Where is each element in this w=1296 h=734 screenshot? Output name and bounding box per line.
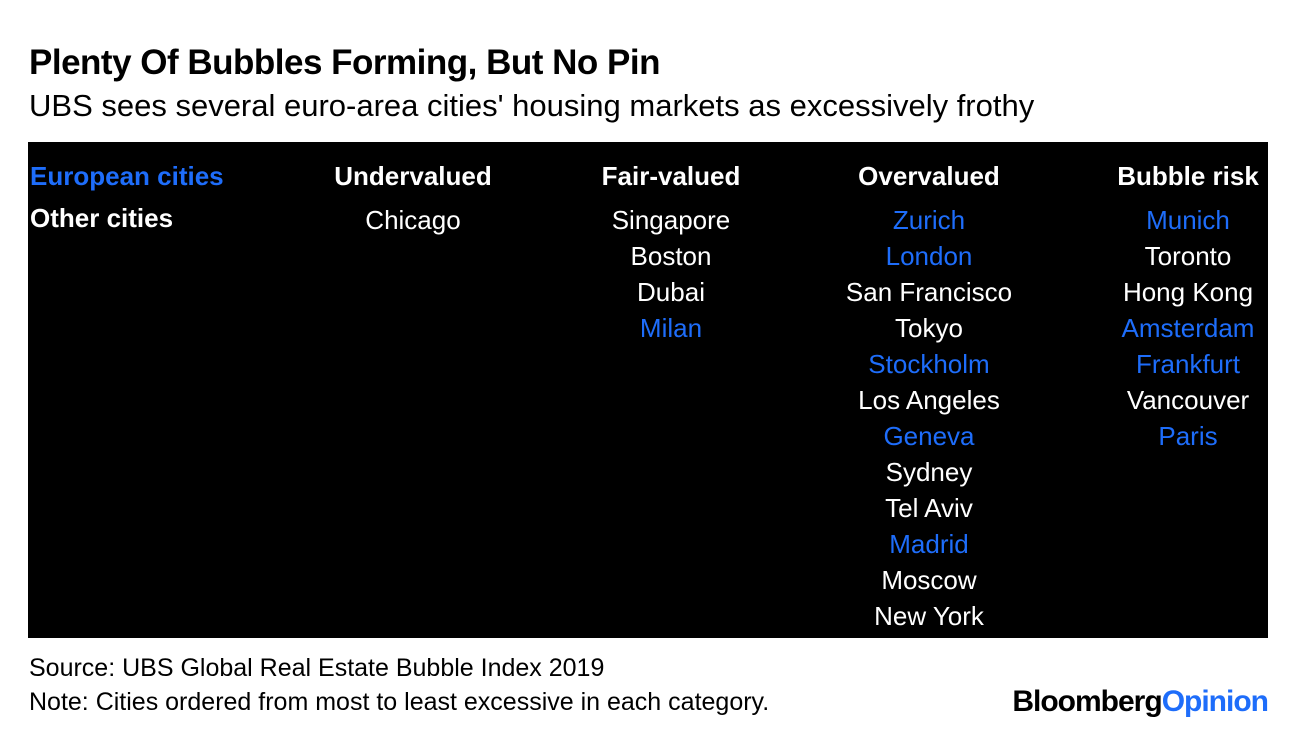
bloomberg-opinion-logo: BloombergOpinion [1012, 685, 1269, 718]
column-undervalued: Undervalued Chicago [293, 160, 533, 238]
city-label: Tokyo [895, 313, 963, 343]
source-note: Source: UBS Global Real Estate Bubble In… [29, 654, 605, 682]
column-header: Undervalued [334, 161, 492, 191]
city-label: Munich [1146, 205, 1230, 235]
city-label: Madrid [889, 529, 969, 559]
city-label: Sydney [885, 457, 973, 487]
city-label: Tel Aviv [885, 493, 973, 523]
city-label: San Francisco [845, 277, 1013, 307]
column-overvalued: Overvalued Zurich London San Francisco Toky… [809, 160, 1049, 634]
city-label: London [885, 241, 973, 271]
city-label: Vancouver [1126, 385, 1250, 415]
city-label: Moscow [881, 565, 977, 595]
city-label: Dubai [637, 277, 705, 307]
city-label: New York [874, 601, 984, 631]
column-header: Overvalued [858, 161, 1000, 191]
valuation-table: European cities Other cities Undervalued… [28, 142, 1268, 638]
column-header: Bubble risk [1117, 161, 1259, 191]
city-label: Zurich [892, 205, 966, 235]
city-label: Toronto [1144, 241, 1232, 271]
column-fair-valued: Fair-valued Singapore Boston Dubai Milan [551, 160, 791, 346]
legend-other-cities: Other cities [30, 203, 174, 233]
footnote: Note: Cities ordered from most to least … [29, 688, 770, 716]
logo-opinion: Opinion [1161, 685, 1269, 718]
city-label: Stockholm [868, 349, 990, 379]
legend-european-cities: European cities [30, 161, 224, 191]
chart-subtitle: UBS sees several euro-area cities' housi… [29, 88, 1035, 123]
city-label: Los Angeles [858, 385, 1000, 415]
city-label: Chicago [365, 205, 461, 235]
city-label: Hong Kong [1122, 277, 1254, 307]
chart-title: Plenty Of Bubbles Forming, But No Pin [29, 43, 660, 82]
city-label: Milan [639, 313, 703, 343]
column-city-list: Singapore Boston Dubai Milan [551, 202, 791, 346]
city-label: Paris [1158, 421, 1218, 451]
city-label: Boston [630, 241, 712, 271]
column-header: Fair-valued [601, 161, 741, 191]
city-label: Amsterdam [1121, 313, 1255, 343]
logo-bloomberg: Bloomberg [1012, 685, 1162, 718]
column-city-list: Chicago [293, 202, 533, 238]
city-label: Geneva [883, 421, 975, 451]
city-label: Frankfurt [1135, 349, 1241, 379]
column-city-list: Zurich London San Francisco Tokyo Stockholm L… [809, 202, 1049, 634]
column-bubble-risk: Bubble risk Munich Toronto Hong Kong Amster… [1068, 160, 1296, 454]
column-city-list: Munich Toronto Hong Kong Amsterdam Frankfurt… [1068, 202, 1296, 454]
city-label: Singapore [611, 205, 731, 235]
